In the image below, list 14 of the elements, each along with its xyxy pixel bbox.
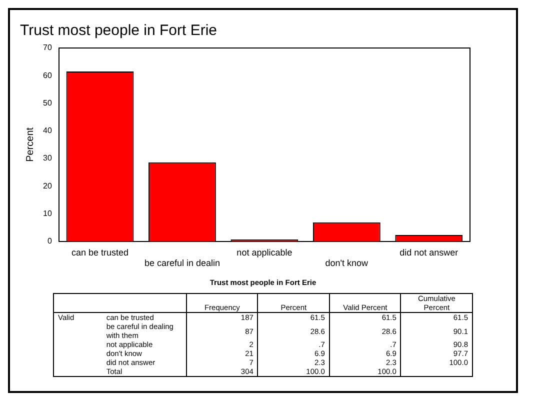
y-tick-label: 10: [42, 208, 52, 218]
y-tick-label: 40: [42, 126, 52, 136]
y-axis-title: Percent: [24, 127, 36, 162]
y-tick-label: 60: [42, 70, 52, 80]
y-tick-label: 20: [42, 181, 52, 190]
x-tick-label: be careful in dealin: [144, 258, 220, 268]
chart-title: Trust most people in Fort Erie: [20, 22, 218, 40]
y-tick-label: 0: [47, 236, 52, 246]
y-tick-label: 50: [42, 98, 52, 108]
x-tick-label: can be trusted: [71, 247, 129, 258]
x-tick-label: did not answer: [400, 247, 458, 258]
y-tick-label: 70: [42, 43, 52, 52]
x-tick-label: not applicable: [236, 247, 292, 258]
y-tick-label: 30: [42, 154, 52, 163]
